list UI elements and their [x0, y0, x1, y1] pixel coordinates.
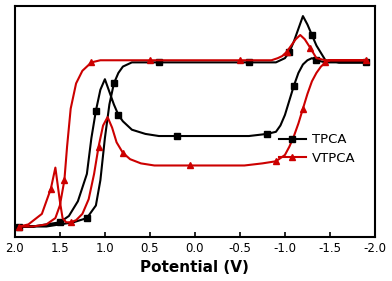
- TPCA: [310, 56, 314, 60]
- VTPCA: [17, 225, 22, 228]
- VTPCA: [337, 58, 341, 62]
- VTPCA: [296, 122, 301, 125]
- Line: VTPCA: VTPCA: [16, 31, 369, 230]
- VTPCA: [298, 33, 303, 37]
- VTPCA: [17, 225, 22, 228]
- Line: TPCA: TPCA: [16, 13, 369, 230]
- VTPCA: [323, 58, 328, 62]
- TPCA: [17, 225, 22, 228]
- TPCA: [85, 172, 89, 176]
- TPCA: [301, 14, 305, 18]
- VTPCA: [138, 162, 143, 165]
- VTPCA: [220, 58, 224, 62]
- Legend: TPCA, VTPCA: TPCA, VTPCA: [274, 128, 361, 170]
- TPCA: [174, 61, 179, 64]
- X-axis label: Potential (V): Potential (V): [140, 260, 249, 275]
- TPCA: [283, 56, 287, 60]
- VTPCA: [256, 58, 260, 62]
- TPCA: [17, 225, 22, 228]
- TPCA: [305, 58, 310, 62]
- TPCA: [156, 61, 161, 64]
